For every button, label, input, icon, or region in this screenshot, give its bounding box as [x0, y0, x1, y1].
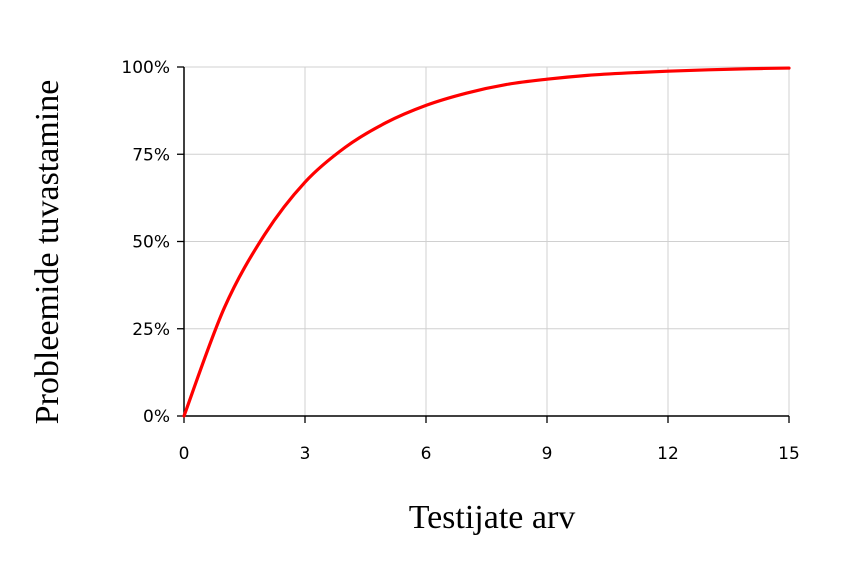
- x-tick-label: 0: [179, 444, 190, 464]
- x-tick-labels: 0 3 6 9 12 15: [179, 444, 800, 464]
- y-tick-label: 25%: [132, 320, 170, 340]
- x-tick-label: 15: [778, 444, 800, 464]
- x-axis-title: Testijate arv: [409, 499, 576, 536]
- x-tick-label: 9: [542, 444, 553, 464]
- y-tick-label: 75%: [132, 145, 170, 165]
- y-tick-label: 50%: [132, 233, 170, 253]
- series-group: [182, 66, 791, 418]
- y-tick-labels: 0% 25% 50% 75% 100%: [121, 58, 170, 427]
- axes: [177, 66, 790, 423]
- x-tick-label: 12: [657, 444, 679, 464]
- y-tick-label: 0%: [143, 407, 170, 427]
- y-tick-label: 100%: [121, 58, 170, 78]
- x-tick-label: 3: [300, 444, 311, 464]
- series-line: [182, 66, 791, 418]
- x-tick-label: 6: [421, 444, 432, 464]
- y-axis-title: Probleemide tuvastamine: [29, 80, 66, 425]
